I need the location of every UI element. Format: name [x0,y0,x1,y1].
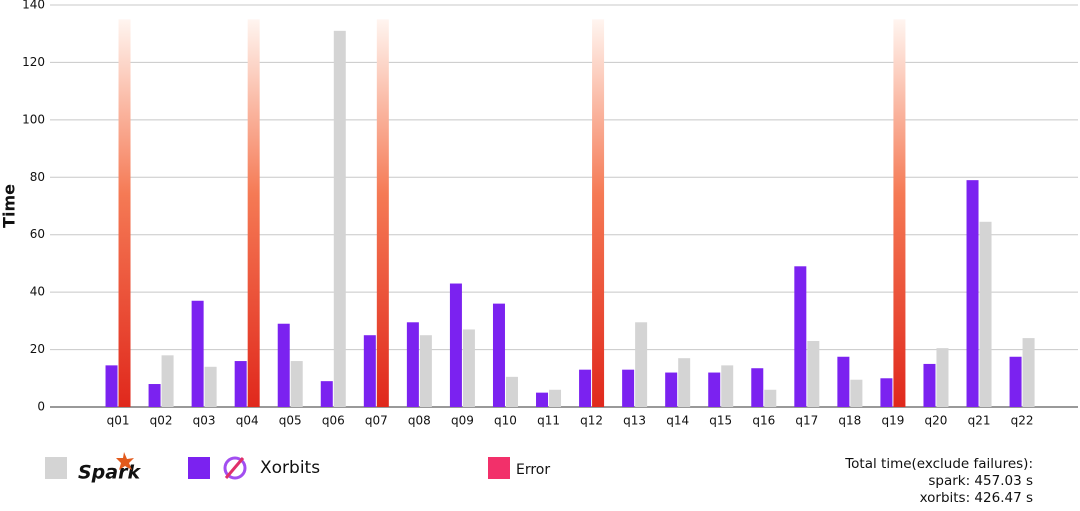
bar [721,365,734,407]
x-tick-label: q11 [537,414,560,428]
error-bar [376,19,389,407]
x-tick-label: q16 [752,414,775,428]
x-tick-label: q09 [451,414,474,428]
error-bar [592,19,605,407]
bar [966,180,979,407]
x-tick-label: q10 [494,414,517,428]
bar [764,389,777,407]
bar [837,356,850,407]
bar [492,303,505,407]
bar [665,372,678,407]
xorbits-logo-mark [224,457,245,479]
x-tick-label: q21 [968,414,991,428]
spark-logo-star [116,452,134,470]
bar [204,366,217,407]
y-tick-label: 100 [22,112,45,126]
x-tick-label: q04 [236,414,259,428]
bar [148,384,161,407]
y-tick-label: 20 [30,342,45,356]
x-tick-label: q18 [838,414,861,428]
bar [363,335,376,407]
y-tick-label: 80 [30,170,45,184]
bar [936,348,949,407]
bar [320,381,333,407]
y-tick-label: 40 [30,285,45,299]
bar [161,355,174,407]
bar [794,266,807,407]
bar [290,361,303,407]
summary-text: xorbits: 426.47 s [920,490,1033,506]
x-tick-label: q14 [666,414,689,428]
bar [105,365,118,407]
bar [536,392,549,407]
bar [678,358,691,407]
x-tick-label: q13 [623,414,646,428]
bar [880,378,893,407]
bar [419,335,432,407]
legend-label: Xorbits [260,458,320,478]
bar [622,369,635,407]
x-tick-label: q01 [107,414,130,428]
bar [505,376,518,407]
bar [449,283,462,407]
x-tick-label: q03 [193,414,216,428]
legend-label: Spark [78,462,141,484]
bar [850,379,863,407]
x-tick-label: q07 [365,414,388,428]
bar [1009,356,1022,407]
y-tick-label: 0 [37,400,45,414]
bar [708,372,721,407]
legend-swatch [188,457,210,479]
x-tick-label: q02 [150,414,173,428]
x-tick-label: q06 [322,414,345,428]
x-tick-label: q12 [580,414,603,428]
bar [191,300,204,407]
legend-swatch [488,457,510,479]
y-tick-label: 120 [22,55,45,69]
x-tick-label: q05 [279,414,302,428]
y-tick-label: 140 [22,0,45,12]
x-tick-label: q08 [408,414,431,428]
x-tick-label: q19 [881,414,904,428]
legend-swatch [45,457,67,479]
x-tick-label: q22 [1011,414,1034,428]
legend-label: Error [516,462,550,478]
y-tick-label: 60 [30,227,45,241]
summary-text: Total time(exclude failures): [844,456,1033,472]
bar [462,329,475,407]
bar [277,323,290,407]
bar [234,361,247,407]
bar [979,221,992,407]
error-bar [893,19,906,407]
error-bar [247,19,260,407]
y-axis-title: Time [0,184,19,228]
error-bar [118,19,131,407]
bar [923,363,936,407]
bar [751,368,764,407]
bar [406,322,419,407]
bar [549,389,562,407]
bar [807,340,820,407]
summary-text: spark: 457.03 s [928,473,1033,489]
x-tick-label: q17 [795,414,818,428]
bar [579,369,592,407]
x-tick-label: q15 [709,414,732,428]
xorbits-logo [223,456,247,480]
bar [1022,338,1035,407]
bar [333,30,346,407]
x-tick-label: q20 [925,414,948,428]
bar [635,322,648,407]
